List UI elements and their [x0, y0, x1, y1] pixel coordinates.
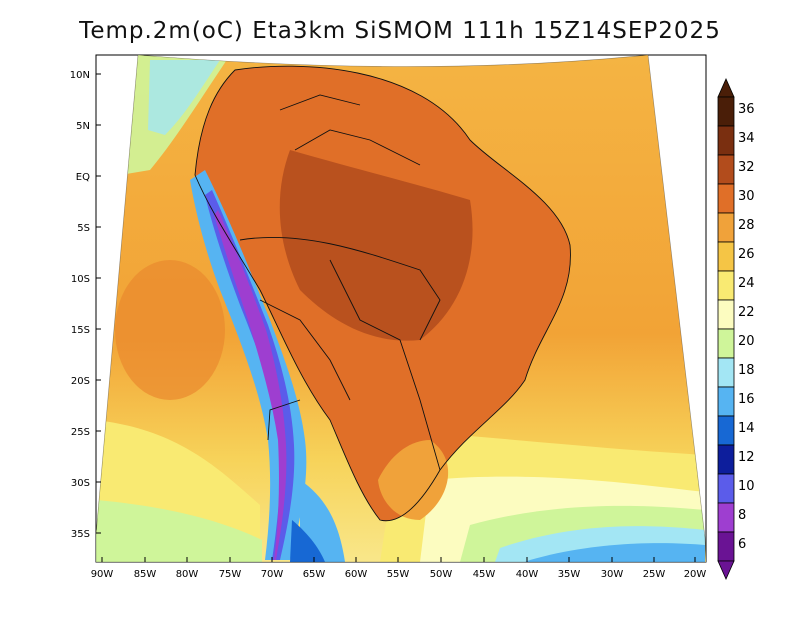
lon-label: 50W	[430, 569, 453, 580]
colorbar-swatch	[717, 444, 735, 475]
colorbar-swatch	[717, 415, 735, 446]
colorbar-swatch	[717, 386, 735, 417]
lon-label: 60W	[345, 569, 368, 580]
colorbar-swatch	[717, 154, 735, 185]
colorbar-label: 36	[738, 102, 755, 117]
longitude-axis: 90W 85W 80W 75W 70W 65W 60W 55W 50W 45W …	[91, 557, 707, 580]
colorbar-label: 10	[738, 479, 755, 494]
lat-label: 5S	[77, 223, 90, 234]
colorbar-label: 8	[738, 508, 746, 523]
lon-label: 90W	[91, 569, 114, 580]
lon-label: 70W	[261, 569, 284, 580]
lon-label: 80W	[176, 569, 199, 580]
lon-label: 85W	[134, 569, 157, 580]
temperature-field	[96, 55, 706, 562]
lon-label: 65W	[303, 569, 326, 580]
colorbar-label: 32	[738, 160, 755, 175]
lat-label: 10S	[71, 274, 90, 285]
lat-label: 35S	[71, 529, 90, 540]
lon-label: 45W	[473, 569, 496, 580]
lat-label: 10N	[70, 70, 90, 81]
colorbar-label: 6	[738, 537, 746, 552]
colorbar-swatch	[717, 357, 735, 388]
colorbar-top-arrow	[717, 78, 735, 98]
colorbar: 36 34 32 30 28 26 24 22 20 18 16 14 12 10 8 6	[717, 78, 755, 580]
colorbar-label: 14	[738, 421, 755, 436]
colorbar-swatch	[717, 96, 735, 127]
lat-label: 15S	[71, 325, 90, 336]
lon-label: 55W	[387, 569, 410, 580]
colorbar-label: 28	[738, 218, 755, 233]
lon-label: 25W	[643, 569, 666, 580]
colorbar-swatch	[717, 299, 735, 330]
lat-label: 25S	[71, 427, 90, 438]
colorbar-swatch	[717, 212, 735, 243]
colorbar-label: 20	[738, 334, 755, 349]
colorbar-label: 30	[738, 189, 755, 204]
colorbar-swatch	[717, 270, 735, 301]
colorbar-label: 12	[738, 450, 755, 465]
colorbar-label: 18	[738, 363, 755, 378]
colorbar-swatch	[717, 502, 735, 533]
lon-label: 75W	[219, 569, 242, 580]
colorbar-label: 22	[738, 305, 755, 320]
colorbar-swatch	[717, 328, 735, 359]
map-title: Temp.2m(oC) Eta3km SiSMOM 111h 15Z14SEP2…	[79, 18, 721, 44]
domain-outline	[95, 54, 707, 563]
lon-label: 20W	[684, 569, 707, 580]
latitude-axis: 10N 5N EQ 5S 10S 15S 20S 25S 30S 35S	[70, 70, 101, 540]
country-borders	[194, 65, 571, 522]
lat-label: EQ	[76, 172, 90, 183]
colorbar-swatch	[717, 531, 735, 562]
colorbar-label: 26	[738, 247, 755, 262]
colorbar-swatch	[717, 183, 735, 214]
lat-label: 30S	[71, 478, 90, 489]
lon-label: 35W	[558, 569, 581, 580]
colorbar-bottom-arrow	[717, 560, 735, 580]
colorbar-label: 24	[738, 276, 755, 291]
lat-label: 20S	[71, 376, 90, 387]
colorbar-swatch	[717, 241, 735, 272]
colorbar-swatch	[717, 473, 735, 504]
colorbar-swatch	[717, 125, 735, 156]
lat-label: 5N	[76, 121, 90, 132]
lon-label: 40W	[516, 569, 539, 580]
colorbar-label: 34	[738, 131, 755, 146]
lon-label: 30W	[601, 569, 624, 580]
colorbar-label: 16	[738, 392, 755, 407]
